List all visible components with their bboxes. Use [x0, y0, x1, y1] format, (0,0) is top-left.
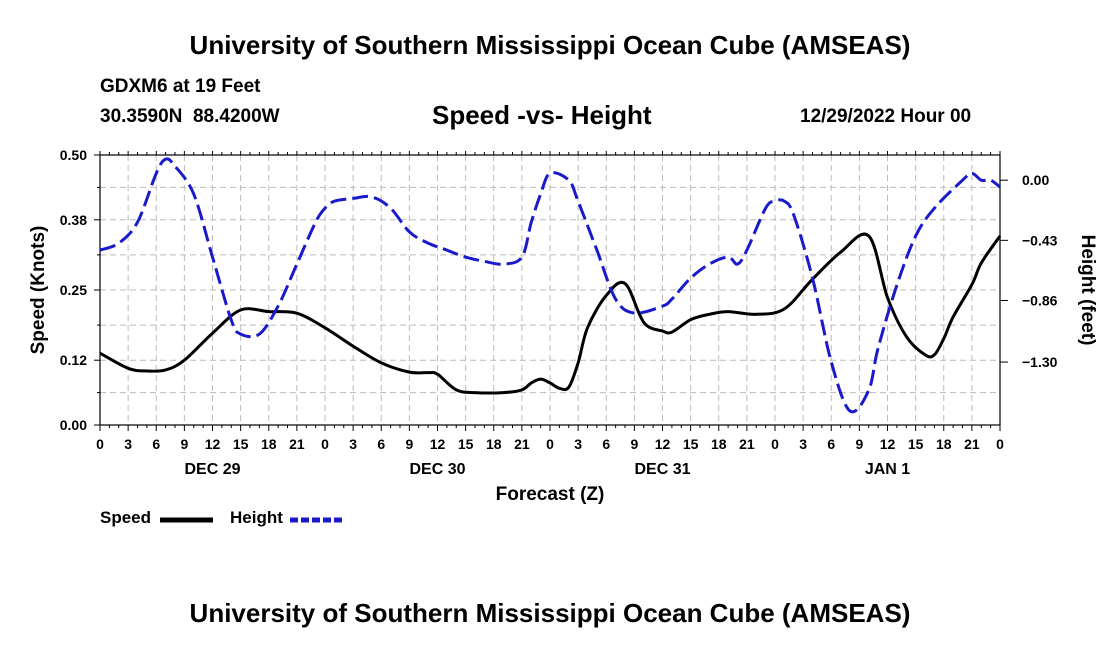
x-tick-label: 15	[908, 436, 924, 452]
coordinates-label: 30.3590N 88.4200W	[100, 106, 280, 127]
x-tick-label: 12	[880, 436, 896, 452]
y2-axis-title: Height (feet)	[1077, 235, 1098, 346]
x-tick-label: 12	[430, 436, 446, 452]
x-tick-label: 12	[655, 436, 671, 452]
x-tick-label: 21	[964, 436, 980, 452]
x-tick-label: 18	[261, 436, 277, 452]
legend-speed-label: Speed	[100, 508, 152, 527]
y-tick-label: 0.25	[60, 282, 87, 298]
footer-title: University of Southern Mississippi Ocean…	[189, 598, 911, 628]
height-series-line	[99, 157, 1001, 414]
x-tick-label: 18	[936, 436, 952, 452]
x-tick-label: 12	[205, 436, 221, 452]
x-tick-label: 18	[711, 436, 727, 452]
forecast-datetime: 12/29/2022 Hour 00	[800, 106, 972, 127]
x-tick-label: 3	[349, 436, 357, 452]
x-tick-label: 0	[321, 436, 329, 452]
x-tick-label: 9	[405, 436, 413, 452]
x-tick-label: 18	[486, 436, 502, 452]
legend-height-label: Height	[230, 508, 283, 527]
date-label: DEC 29	[184, 461, 240, 478]
x-tick-label: 9	[630, 436, 638, 452]
x-axis-title: Forecast (Z)	[496, 484, 605, 505]
y-tick-label: 0.00	[60, 417, 87, 433]
main-title: University of Southern Mississippi Ocean…	[189, 30, 911, 60]
x-tick-label: 21	[289, 436, 305, 452]
station-label: GDXM6 at 19 Feet	[100, 76, 261, 97]
x-tick-label: 0	[546, 436, 554, 452]
legend-height-swatch	[290, 517, 343, 523]
x-tick-label: 15	[458, 436, 474, 452]
chart-subtitle: Speed -vs- Height	[432, 100, 652, 130]
y-tick-label: 0.38	[60, 212, 87, 228]
x-tick-label: 9	[855, 436, 863, 452]
date-label: DEC 30	[409, 461, 465, 478]
x-tick-label: 21	[739, 436, 755, 452]
y2-tick-label: −0.86	[1022, 292, 1058, 308]
y-tick-label: 0.50	[60, 147, 87, 163]
x-tick-label: 3	[799, 436, 807, 452]
x-tick-label: 15	[683, 436, 699, 452]
x-tick-label: 21	[514, 436, 530, 452]
date-label: DEC 31	[634, 461, 690, 478]
x-tick-label: 0	[996, 436, 1004, 452]
x-tick-label: 0	[96, 436, 104, 452]
x-tick-label: 15	[233, 436, 249, 452]
x-tick-label: 3	[574, 436, 582, 452]
x-tick-label: 6	[377, 436, 385, 452]
y-axis-title: Speed (Knots)	[28, 226, 49, 355]
legend-speed-swatch	[160, 517, 213, 523]
y2-tick-label: −1.30	[1022, 354, 1058, 370]
y2-tick-label: −0.43	[1022, 232, 1058, 248]
x-tick-label: 6	[602, 436, 610, 452]
y-tick-label: 0.12	[60, 352, 87, 368]
x-tick-label: 6	[152, 436, 160, 452]
x-tick-label: 0	[771, 436, 779, 452]
y2-tick-label: 0.00	[1022, 172, 1049, 188]
speed-series-line	[99, 232, 1002, 395]
x-tick-label: 9	[180, 436, 188, 452]
x-tick-label: 6	[827, 436, 835, 452]
date-label: JAN 1	[865, 461, 910, 478]
x-tick-label: 3	[124, 436, 132, 452]
